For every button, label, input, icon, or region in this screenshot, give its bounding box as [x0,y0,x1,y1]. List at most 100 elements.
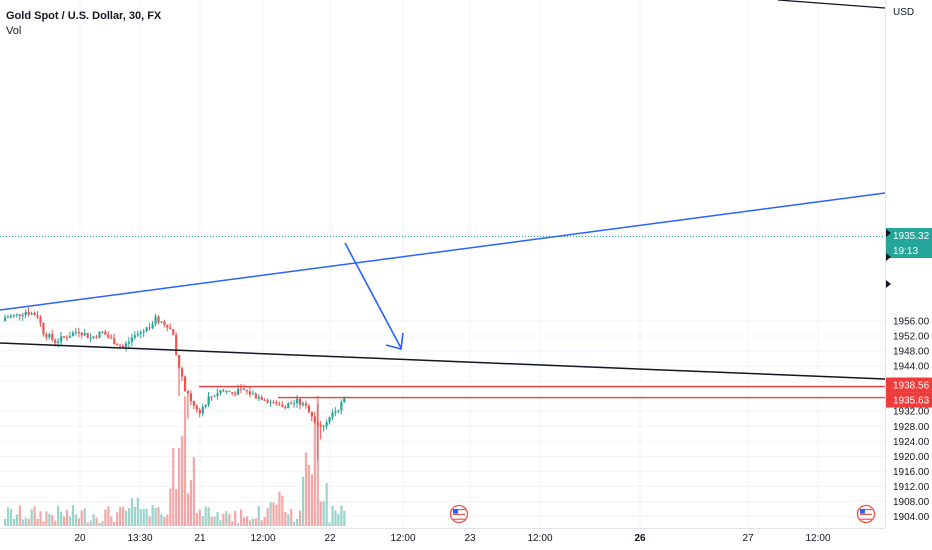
candle-body [296,399,299,404]
volume-bar [166,514,169,526]
candle-body [189,393,193,402]
candle-body [57,341,60,344]
volume-bar [269,501,272,526]
volume-bar [9,508,13,526]
y-tick-label: 1956.00 [893,316,930,327]
candle-body [195,405,198,410]
volume-bar [80,510,83,526]
volume-bar [83,508,86,526]
y-tick-label: 1916.00 [893,467,930,478]
candle-body [33,313,36,316]
volume-bar [110,516,113,526]
flag-stripe [453,518,465,520]
flag-stripe [860,511,872,513]
candle-body [80,332,83,336]
candle-body [104,331,107,335]
candle-body [331,412,334,418]
candle-body [266,400,269,403]
volume-bar [136,497,139,526]
volume-bar [299,510,302,526]
volume-bar [293,521,296,526]
volume-bar [163,517,166,526]
candle-body [119,345,122,347]
volume-bar [340,505,343,526]
volume-bar [251,518,254,526]
volume-bar [18,505,21,526]
candle-body [92,336,95,338]
x-tick-label: 27 [742,533,754,544]
rising-trendline [0,192,886,311]
volume-bar [189,480,193,526]
volume-bar [231,521,234,526]
volume-bar [36,518,39,526]
candle-body [231,392,234,394]
price-tag-bg [886,243,932,258]
candle-body [257,396,260,399]
volume-bar [195,512,198,526]
candle-body [95,336,98,338]
volume-bar [139,509,142,526]
flag-stripe [860,518,872,520]
candle-body [178,354,181,369]
volume-bar [310,474,313,526]
y-tick-label: 1912.00 [893,482,930,493]
candle-body [18,314,21,317]
volume-bar [216,511,219,526]
projection-arrow [344,242,402,349]
volume-bar [328,522,331,526]
volume-bar [322,501,325,526]
candle-body [304,403,308,406]
price-tag-text: 19:13 [893,246,918,257]
candle-body [113,338,116,345]
volume-bar [172,448,175,526]
y-tick-label: 1904.00 [893,512,930,523]
candle-body [51,334,54,340]
candle-body [48,334,51,338]
volume-bar [263,517,266,526]
candle-body [204,404,207,407]
drawing-tools[interactable] [0,0,886,399]
candle-body [186,391,190,394]
candle-body [301,403,305,405]
candle-body [245,390,249,392]
symbol-title[interactable]: Gold Spot / U.S. Dollar, 30, FX [6,10,162,22]
candle-body [325,422,328,427]
x-tick-label: 13:30 [127,533,152,544]
candle-body [263,399,266,401]
price-tag-text: 1938.56 [893,381,930,392]
candle-body [172,329,175,335]
candle-body [74,332,77,334]
candle-body [21,315,24,317]
flag-stripe [860,509,872,511]
volume-bar [92,514,95,526]
candle-body [192,401,195,406]
volume-bar [207,507,210,526]
volume-bar [301,476,305,526]
y-tick-label: 1932.00 [893,407,930,418]
candle-body [281,404,284,407]
candle-body [272,402,275,404]
candle-body [237,388,240,395]
candle-body [228,391,231,393]
volume-bar [133,507,136,526]
volume-bar [39,511,42,526]
volume-bar [181,436,184,526]
candle-body [284,406,287,409]
candle-body [133,335,136,338]
x-tick-label: 26 [634,533,646,544]
volume-bar [228,514,231,526]
volume-bar [154,508,157,526]
y-tick-label: 1944.00 [893,362,930,373]
volume-bar [101,521,104,526]
volume-bar [45,511,48,526]
candle-body [299,399,302,405]
volume-bar [63,516,66,526]
us-flag-icon [856,504,876,524]
candle-body [157,316,160,323]
candle-body [183,376,187,392]
candle-body [4,317,7,321]
candle-body [63,336,66,338]
volume-bar [130,498,134,526]
y-tick-label: 1952.00 [893,332,930,343]
